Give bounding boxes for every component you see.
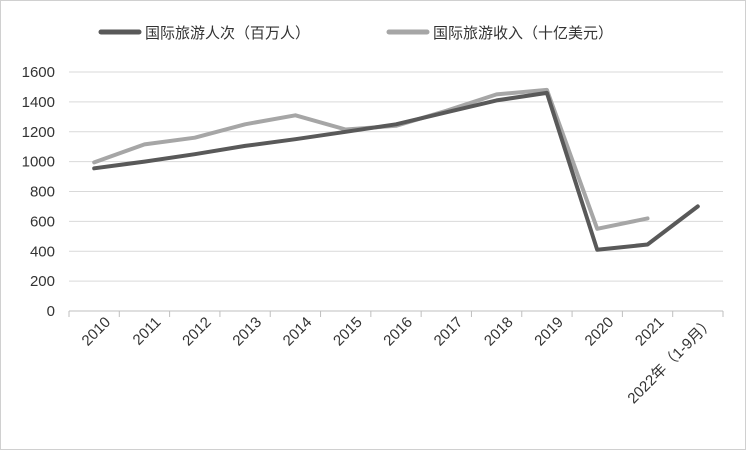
x-tick-label: 2015 — [330, 314, 366, 350]
x-tick-label: 2018 — [481, 314, 517, 350]
x-tick-label: 2010 — [79, 314, 115, 350]
series-line-visitors — [92, 90, 700, 252]
y-tick-label: 1400 — [22, 94, 55, 111]
y-tick-label: 600 — [30, 213, 55, 230]
y-axis: 0 200 400 600 800 1000 1200 1400 1600 — [22, 64, 55, 320]
x-tick-label: 2013 — [229, 314, 265, 350]
x-axis: 2010 2011 2012 2013 2014 2015 2016 2017 2018 2019… — [68, 310, 724, 407]
x-tick-label: 2016 — [380, 314, 416, 350]
x-tick-label: 2014 — [280, 314, 316, 350]
legend-label-visitors: 国际旅游人次（百万人） — [145, 24, 310, 42]
y-tick-label: 400 — [30, 243, 55, 260]
legend-label-revenue: 国际旅游收入（十亿美元） — [433, 24, 613, 42]
x-tick-label: 2019 — [531, 314, 567, 350]
y-tick-label: 200 — [30, 273, 55, 290]
x-tick-label: 2011 — [130, 314, 165, 349]
y-tick-label: 1600 — [22, 64, 55, 81]
y-tick-label: 1000 — [22, 154, 55, 171]
y-tick-label: 800 — [30, 184, 55, 201]
series-line-revenue — [92, 87, 650, 231]
x-tick-label: 2021 — [632, 314, 668, 350]
x-tick-label: 2012 — [179, 314, 215, 350]
y-tick-label: 0 — [47, 303, 55, 320]
x-tick-label: 2022年（1-9月） — [624, 314, 717, 407]
y-tick-label: 1200 — [22, 124, 55, 141]
legend: 国际旅游人次（百万人） 国际旅游收入（十亿美元） — [98, 24, 613, 42]
series-lines — [92, 87, 700, 252]
x-tick-label: 2020 — [582, 314, 618, 350]
gridlines — [69, 71, 723, 282]
x-tick-label: 2017 — [431, 314, 467, 350]
